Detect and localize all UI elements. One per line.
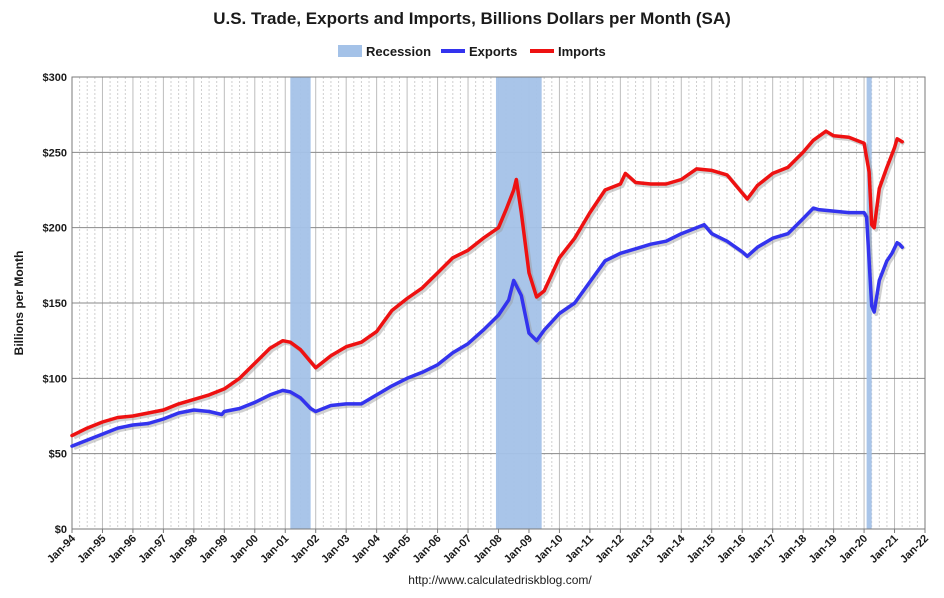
x-tick-label: Jan-99 [197, 533, 230, 566]
x-tick-label: Jan-05 [380, 533, 413, 566]
source-url: http://www.calculatedriskblog.com/ [408, 573, 592, 587]
x-tick-label: Jan-17 [746, 533, 779, 566]
x-tick-label: Jan-97 [136, 533, 169, 566]
series-line-exports [70, 206, 904, 448]
recession-band-1 [290, 77, 311, 529]
x-tick-label: Jan-02 [289, 533, 322, 566]
x-tick-label: Jan-10 [532, 533, 565, 566]
x-tick-label: Jan-00 [228, 533, 261, 566]
x-tick-label: Jan-13 [624, 533, 657, 566]
legend-label-recession: Recession [366, 44, 431, 59]
y-tick-label: $300 [43, 72, 67, 84]
legend-label-imports: Imports [558, 44, 606, 59]
recession-band-3 [866, 77, 872, 529]
x-tick-label: Jan-03 [319, 533, 352, 566]
x-tick-label: Jan-94 [45, 532, 79, 566]
y-tick-label: $150 [43, 298, 67, 310]
y-tick-label: $100 [43, 373, 67, 385]
y-tick-label: $200 [43, 223, 67, 235]
x-tick-label: Jan-22 [898, 533, 931, 566]
x-tick-label: Jan-21 [868, 533, 901, 566]
x-tick-label: Jan-04 [350, 532, 384, 566]
y-tick-label: $250 [43, 147, 67, 159]
series-line-imports [70, 129, 904, 438]
legend-swatch-recession [338, 45, 362, 57]
x-tick-label: Jan-07 [441, 533, 474, 566]
x-tick-label: Jan-14 [654, 532, 688, 566]
x-tick-label: Jan-12 [593, 533, 626, 566]
x-tick-label: Jan-15 [685, 533, 718, 566]
x-tick-label: Jan-96 [106, 533, 139, 566]
x-tick-label: Jan-09 [502, 533, 535, 566]
plot-area: $0$50$100$150$200$250$300Jan-94Jan-95Jan… [43, 72, 932, 566]
y-tick-label: $50 [49, 449, 67, 461]
x-tick-label: Jan-95 [75, 533, 108, 566]
y-tick-label: $0 [55, 524, 67, 536]
x-tick-label: Jan-06 [411, 533, 444, 566]
x-tick-label: Jan-20 [837, 533, 870, 566]
x-tick-label: Jan-01 [258, 533, 291, 566]
x-tick-label: Jan-18 [776, 533, 809, 566]
x-tick-label: Jan-16 [715, 533, 748, 566]
x-tick-label: Jan-08 [471, 533, 504, 566]
recession-band-2 [495, 77, 542, 529]
legend-label-exports: Exports [469, 44, 517, 59]
y-axis-label: Billions per Month [12, 251, 26, 356]
x-tick-label: Jan-11 [563, 533, 596, 566]
x-tick-label: Jan-98 [167, 533, 200, 566]
legend: Recession Exports Imports [338, 44, 606, 59]
x-tick-label: Jan-19 [807, 533, 840, 566]
chart-title: U.S. Trade, Exports and Imports, Billion… [213, 9, 731, 28]
